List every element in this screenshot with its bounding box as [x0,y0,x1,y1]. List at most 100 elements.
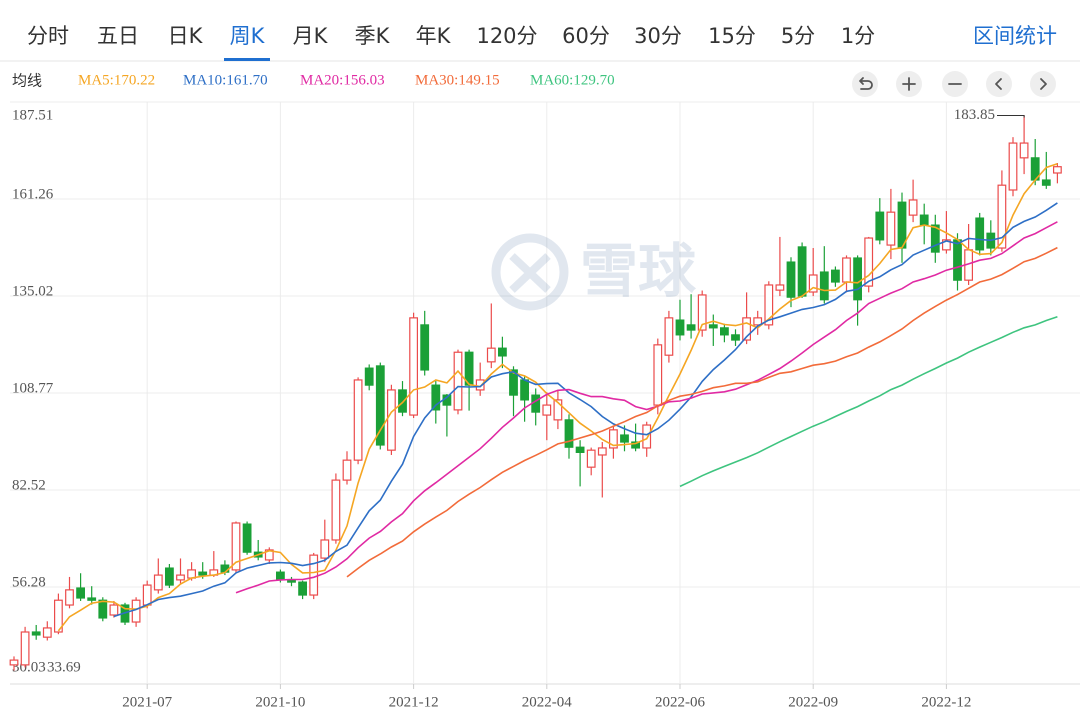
moving-average-line [113,202,1058,618]
candle-body [653,344,663,406]
candle-body [930,224,940,253]
candle-body [664,317,674,356]
candle-body [731,334,740,341]
candle-body [686,324,696,331]
moving-average-line [235,221,1058,594]
candle-body [309,554,319,596]
moving-average-line [57,163,1058,632]
scroll-right-button[interactable] [1030,71,1056,97]
period-tabs: 分时 五日 日K 周K 月K 季K 年K 120分 60分 30分 15分 5分 1分 [27,24,875,61]
candle-body [76,587,86,599]
x-tick-label: 2021-10 [255,694,305,710]
x-tick-label: 2021-07 [122,694,172,710]
candle-body [31,631,41,636]
candle-body [819,271,829,301]
candle-body [542,404,552,416]
range-stats-button[interactable]: 区间统计 [973,24,1057,48]
period-tab[interactable]: 月K [293,24,329,48]
candle-body [586,449,596,468]
candle-body [387,389,396,451]
scroll-left-button[interactable] [986,71,1012,97]
period-tab[interactable]: 五日 [97,24,139,48]
candle-body [853,257,862,301]
candle-body [431,384,441,411]
period-tab[interactable]: 5分 [781,24,815,48]
candle-body [98,599,108,619]
period-tab[interactable]: 周K [230,24,266,48]
candle-body [53,599,63,633]
candle-body [675,319,685,336]
candle-body [509,369,518,396]
candle-body [708,324,718,329]
legend-entry: MA60:129.70 [530,72,615,88]
candle-body [719,327,729,336]
candle-body [398,389,407,413]
candle-body [198,571,208,576]
period-tab[interactable]: 年K [416,24,452,48]
legend-entry: MA20:156.03 [300,72,385,88]
candle-body [886,211,896,246]
active-tab-underline [224,58,270,61]
candle-body [764,284,774,326]
candle-body [353,379,363,461]
undo-button[interactable] [852,71,878,97]
candle-body [864,237,874,287]
candle-body [176,574,185,581]
candle-body [775,284,785,291]
period-tab[interactable]: 季K [355,24,391,48]
candle-body [608,429,618,449]
candle-body [420,324,430,371]
candle-body [575,446,585,453]
period-tab[interactable]: 30分 [634,24,682,48]
max-leader-line [997,115,1025,118]
legend-entry: MA30:149.15 [415,72,500,88]
y-tick-label: 82.52 [12,477,46,493]
candle-body [331,479,341,541]
moving-average-line [679,316,1058,488]
candle-body [953,239,962,281]
candle-body [486,347,496,363]
candle-body [87,597,97,601]
candle-body [320,539,330,559]
x-tick-label: 2022-12 [921,694,971,710]
candle-body [597,447,607,456]
candle-body [409,317,418,416]
period-tab[interactable]: 日K [168,24,204,48]
candle-body [742,317,751,341]
candle-body [941,239,951,251]
candle-body [153,574,163,591]
period-tab[interactable]: 120分 [476,24,537,48]
candle-body [65,589,74,606]
candle-body [20,631,30,666]
period-tab[interactable]: 15分 [708,24,756,48]
zoom-in-button[interactable] [896,71,922,97]
zoom-out-button[interactable] [942,71,968,97]
candle-body [342,459,352,481]
candle-body [298,581,307,596]
y-tick-label: 135.02 [12,283,53,299]
period-tab[interactable]: 60分 [562,24,610,48]
period-tab[interactable]: 分时 [27,24,69,48]
candle-body [697,294,707,331]
y-tick-label: 30.03 [12,659,46,675]
candle-body [1052,166,1062,174]
period-tab[interactable]: 1分 [841,24,875,48]
indicator-label[interactable]: 均线 [12,72,42,90]
candle-body [642,424,652,449]
candle-body [564,419,574,448]
candle-body [1019,142,1029,159]
candle-body [631,441,640,449]
candle-body [975,217,985,251]
watermark-logo-mark [509,253,551,293]
moving-average-line [346,246,1058,578]
watermark: 雪球 [491,233,697,311]
candle-body [276,571,285,581]
candle-body [364,367,374,386]
candle-body [1008,142,1018,191]
candle-body [142,584,152,606]
candle-body [453,351,463,411]
candle-body [475,379,485,391]
candle-body [520,379,529,401]
